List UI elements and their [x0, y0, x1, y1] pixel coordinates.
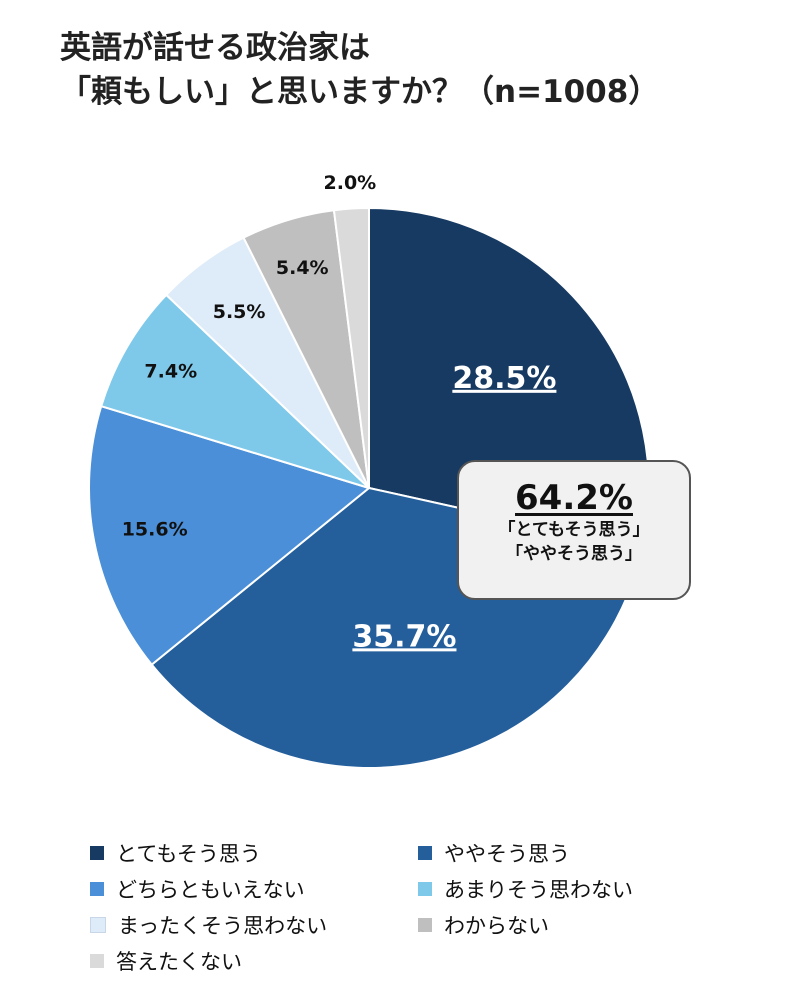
pie-slice-label: 5.5%: [213, 301, 266, 323]
legend-item: まったくそう思わない: [90, 908, 418, 942]
chart-title: 英語が話せる政治家は 「頼もしい」と思いますか？（n=1008）: [60, 26, 760, 114]
legend-item: ややそう思う: [418, 836, 718, 870]
chart-title-line-2: 「頼もしい」と思いますか？（n=1008）: [60, 74, 660, 110]
pie-slice-label: 7.4%: [144, 361, 197, 383]
legend-swatch: [90, 917, 106, 933]
pie-slice-label: 15.6%: [122, 518, 188, 540]
callout-line-1: 「とてもそう思う」: [498, 520, 650, 540]
callout-line-2: 「ややそう思う」: [506, 544, 642, 564]
chart-legend: とてもそう思う ややそう思う どちらともいえない あまりそう思わない まったくそ…: [90, 836, 730, 978]
pie-slice-label: 5.4%: [276, 257, 329, 279]
legend-item: 答えたくない: [90, 944, 418, 978]
callout-value: 64.2%: [515, 478, 633, 518]
chart-title-line-1: 英語が話せる政治家は: [60, 30, 370, 66]
pie-slice-label: 28.5%: [452, 361, 556, 396]
pie-slice: [99, 293, 370, 489]
legend-label: とてもそう思う: [116, 842, 261, 866]
legend-label: まったくそう思わない: [118, 914, 328, 938]
legend-swatch: [90, 954, 104, 968]
legend-item: わからない: [418, 908, 718, 942]
legend-item: とてもそう思う: [90, 836, 418, 870]
pie-slice: [332, 206, 370, 489]
legend-label: 答えたくない: [116, 950, 242, 974]
legend-swatch: [418, 846, 432, 860]
legend-swatch: [90, 882, 104, 896]
legend-swatch: [418, 882, 432, 896]
pie-chart: 28.5% 35.7% 15.6% 7.4% 5.5% 5.4% 2.0%: [88, 172, 650, 769]
legend-swatch: [418, 918, 432, 932]
pie-slice-label: 35.7%: [352, 619, 456, 654]
legend-label: ややそう思う: [444, 842, 570, 866]
pie-slice: [88, 404, 372, 667]
summary-callout: 64.2% 「とてもそう思う」 「ややそう思う」: [457, 460, 691, 600]
legend-label: わからない: [444, 914, 549, 938]
legend-swatch: [90, 846, 104, 860]
legend-item: あまりそう思わない: [418, 872, 718, 906]
legend-item: どちらともいえない: [90, 872, 418, 906]
pie-slice-label: 2.0%: [324, 172, 377, 194]
legend-label: あまりそう思わない: [444, 878, 633, 902]
legend-label: どちらともいえない: [116, 878, 305, 902]
